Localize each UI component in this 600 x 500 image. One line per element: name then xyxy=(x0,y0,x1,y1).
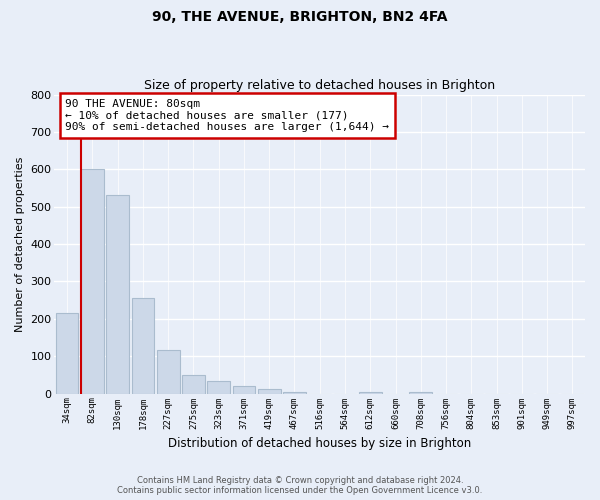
Text: 90, THE AVENUE, BRIGHTON, BN2 4FA: 90, THE AVENUE, BRIGHTON, BN2 4FA xyxy=(152,10,448,24)
Bar xyxy=(283,392,306,394)
Bar xyxy=(131,298,154,394)
Bar xyxy=(208,382,230,394)
Text: Contains HM Land Registry data © Crown copyright and database right 2024.
Contai: Contains HM Land Registry data © Crown c… xyxy=(118,476,482,495)
Bar xyxy=(359,392,382,394)
Bar xyxy=(56,314,79,394)
Y-axis label: Number of detached properties: Number of detached properties xyxy=(15,156,25,332)
Bar xyxy=(258,389,281,394)
Bar xyxy=(157,350,179,394)
Bar xyxy=(409,392,432,394)
Text: 90 THE AVENUE: 80sqm
← 10% of detached houses are smaller (177)
90% of semi-deta: 90 THE AVENUE: 80sqm ← 10% of detached h… xyxy=(65,99,389,132)
Bar xyxy=(182,375,205,394)
Title: Size of property relative to detached houses in Brighton: Size of property relative to detached ho… xyxy=(144,79,495,92)
Bar xyxy=(81,170,104,394)
Bar xyxy=(233,386,256,394)
Bar xyxy=(106,196,129,394)
X-axis label: Distribution of detached houses by size in Brighton: Distribution of detached houses by size … xyxy=(168,437,472,450)
